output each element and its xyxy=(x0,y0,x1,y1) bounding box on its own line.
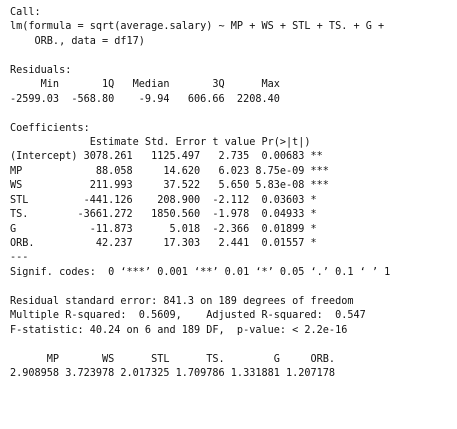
call-formula-line-1: lm(formula = sqrt(average.salary) ~ MP +… xyxy=(10,21,385,33)
vif-values: 2.908958 3.723978 2.017325 1.709786 1.33… xyxy=(10,367,342,379)
call-header: Call: xyxy=(10,7,41,18)
r-squared-line: Multiple R-squared: 0.5609, Adjusted R-s… xyxy=(10,310,372,322)
coefficient-row-mp: MP 88.058 14.620 6.023 8.75e-09 *** xyxy=(10,165,329,177)
coefficients-header: Coefficients: xyxy=(10,122,90,134)
coefficient-row-g: G -11.873 5.018 -2.366 0.01899 * xyxy=(10,223,329,235)
call-formula-line-2: ORB., data = df17) xyxy=(10,35,145,47)
blank-line xyxy=(10,280,457,294)
coefficient-row-orb: ORB. 42.237 17.303 2.441 0.01557 * xyxy=(10,238,329,249)
coefficients-column-header: Estimate Std. Error t value Pr(>|t|) xyxy=(10,136,336,148)
coefficient-row-ws: WS 211.993 37.522 5.650 5.83e-08 *** xyxy=(10,180,329,192)
residual-standard-error: Residual standard error: 841.3 on 189 de… xyxy=(10,295,354,307)
f-statistic-line: F-statistic: 40.24 on 6 and 189 DF, p-va… xyxy=(10,324,348,336)
coefficient-row-intercept: (Intercept) 3078.261 1125.497 2.735 0.00… xyxy=(10,151,329,163)
blank-line xyxy=(10,338,457,352)
residuals-header: Residuals: xyxy=(10,64,72,76)
residuals-values: -2599.03 -568.80 -9.94 606.66 2208.40 xyxy=(10,93,287,105)
vif-labels: MP WS STL TS. G ORB. xyxy=(10,353,342,365)
coefficient-row-ts: TS. -3661.272 1850.560 -1.978 0.04933 * xyxy=(10,209,329,221)
residuals-labels: Min 1Q Median 3Q Max xyxy=(10,79,287,91)
significance-codes: Signif. codes: 0 ‘***’ 0.001 ‘**’ 0.01 ‘… xyxy=(10,266,391,278)
blank-line xyxy=(10,49,457,63)
blank-line xyxy=(10,107,457,121)
coefficient-row-stl: STL -441.126 208.900 -2.112 0.03603 * xyxy=(10,194,329,206)
separator-line: --- xyxy=(10,252,29,264)
